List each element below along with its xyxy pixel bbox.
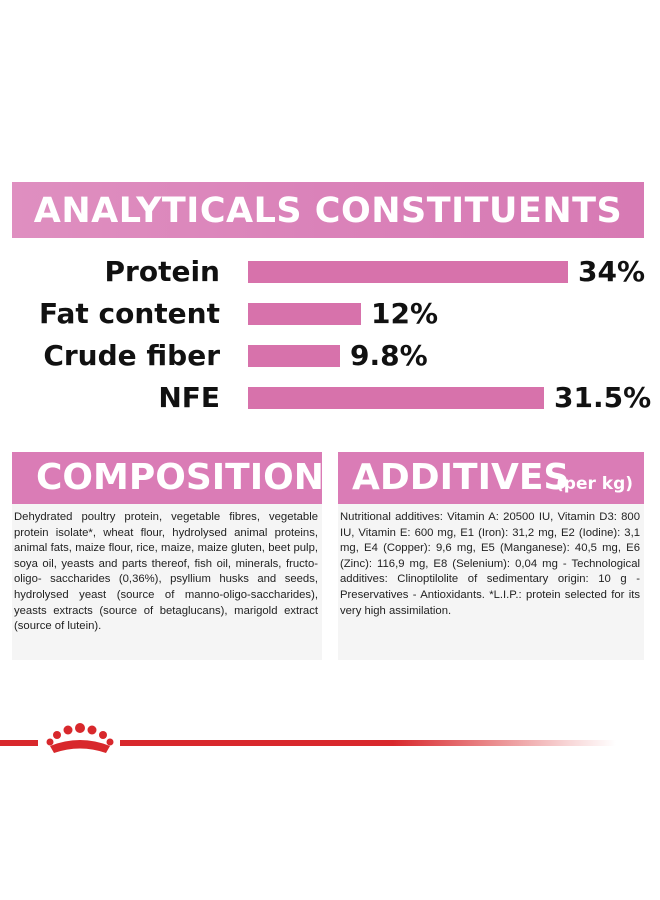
footer-line-left [0, 740, 38, 746]
composition-header: COMPOSITION [12, 452, 324, 504]
analytics-title: ANALYTICALS CONSTITUENTS [33, 191, 623, 231]
additives-title-suffix: (per kg) [556, 474, 634, 494]
composition-title: COMPOSITION [36, 457, 324, 498]
composition-text: Dehydrated poultry protein, vegetable fi… [12, 504, 322, 660]
analytics-row-bar [248, 261, 568, 283]
analytics-row-label: Fat content [39, 297, 220, 330]
analytics-row-nfe: NFE 31.5% [0, 378, 660, 418]
analytics-row-label: Crude fiber [43, 339, 220, 372]
analytics-row-fat: Fat content 12% [0, 294, 660, 334]
analytics-row-protein: Protein 34% [0, 252, 660, 292]
analytics-row-bar [248, 303, 361, 325]
analytics-row-fiber: Crude fiber 9.8% [0, 336, 660, 376]
analytics-row-value: 34% [578, 255, 646, 288]
analytics-row-bar [248, 387, 544, 409]
analytics-row-bar [248, 345, 340, 367]
analytics-banner: ANALYTICALS CONSTITUENTS [12, 182, 644, 238]
additives-text: Nutritional additives: Vitamin A: 20500 … [338, 504, 644, 660]
additives-header: ADDITIVES (per kg) [338, 452, 644, 504]
footer-line-right [120, 740, 616, 746]
analytics-row-label: Protein [104, 255, 220, 288]
additives-title: ADDITIVES [352, 457, 570, 498]
analytics-row-value: 12% [371, 297, 439, 330]
analytics-row-label: NFE [158, 381, 220, 414]
analytics-row-value: 9.8% [350, 339, 428, 372]
analytics-row-value: 31.5% [554, 381, 652, 414]
royal-canin-crown-icon [46, 723, 114, 753]
